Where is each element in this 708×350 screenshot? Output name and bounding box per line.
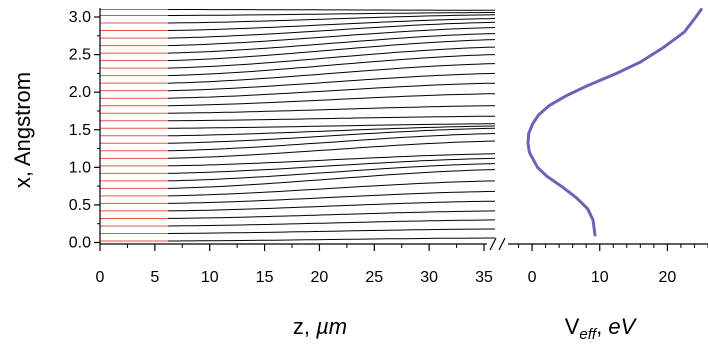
trajectory-line xyxy=(167,105,496,114)
trajectory-line xyxy=(167,190,496,204)
y-tick-label: 0.5 xyxy=(69,197,91,214)
trajectory-line xyxy=(167,153,496,167)
y-tick-label: 1.5 xyxy=(69,122,91,139)
trajectory-line xyxy=(167,200,496,212)
trajectory-line xyxy=(167,63,496,84)
y-axis-title: x, Angstrom xyxy=(10,72,35,188)
x-tick-label: 25 xyxy=(365,269,383,286)
y-tick-label: 1.0 xyxy=(69,159,91,176)
trajectory-line xyxy=(167,140,496,159)
trajectory-line xyxy=(167,93,496,107)
x-tick-label: 10 xyxy=(591,269,609,286)
trajectory-line xyxy=(168,12,495,16)
trajectory-line xyxy=(168,115,496,122)
trajectory-line xyxy=(167,133,496,152)
y-tick-label: 2.0 xyxy=(69,84,91,101)
trajectory-line xyxy=(167,21,496,39)
trajectory-line xyxy=(168,237,495,242)
trajectory-line xyxy=(167,54,496,77)
trajectory-line xyxy=(168,210,496,219)
trajectory-line xyxy=(167,18,496,31)
trajectory-line xyxy=(167,14,496,24)
trajectory-line xyxy=(167,125,496,137)
x-tick-label: 5 xyxy=(150,269,159,286)
x-tick-label: 20 xyxy=(311,269,329,286)
potential-curve xyxy=(526,8,703,237)
x-tick-label: 20 xyxy=(659,269,677,286)
potential-panel: 0 10 20 xyxy=(508,8,708,286)
x-tick-label: 30 xyxy=(420,269,438,286)
trajectory-line xyxy=(167,169,496,189)
axis-labels: z, µm Veff, eV x, Angstrom xyxy=(10,72,638,343)
trajectory-line xyxy=(167,157,496,174)
trajectory-line xyxy=(167,72,496,92)
x-tick-label: 35 xyxy=(475,269,493,286)
x-tick-label: 0 xyxy=(528,269,537,286)
trajectory-line xyxy=(167,123,496,129)
trajectory-line xyxy=(168,9,496,11)
trajectory-line xyxy=(167,82,496,99)
trajectory-line xyxy=(167,180,496,197)
x-axis-title-left-unit: µm xyxy=(315,314,347,339)
trajectory-panel: 0.0 0.5 1.0 1.5 2.0 2.5 3.0 0 5 10 15 20 25 30 35 xyxy=(69,8,506,286)
trajectory-line xyxy=(167,33,496,54)
y-tick-label: 3.0 xyxy=(69,9,91,26)
x-axis-title-left-main: z, xyxy=(293,314,316,339)
x-tick-label: 10 xyxy=(201,269,219,286)
x-axis-title-left: z, µm xyxy=(293,314,347,339)
trajectory-line xyxy=(167,163,496,182)
trajectory-line xyxy=(167,228,495,234)
axis-break-mark xyxy=(489,237,497,251)
axis-break-mark xyxy=(498,237,506,251)
x-tick-label: 0 xyxy=(96,269,105,286)
x-axis-title-right-unit: eV xyxy=(608,314,637,339)
x-axis-title-right-main: V xyxy=(565,314,580,339)
y-tick-label: 0.0 xyxy=(69,234,91,251)
x-axis-title-right-tail: , xyxy=(596,314,608,339)
x-tick-label: 15 xyxy=(256,269,274,286)
x-axis-title-right-sub: eff xyxy=(579,326,598,343)
x-axis-title-right: Veff, eV xyxy=(565,314,638,343)
trajectory-line xyxy=(167,219,496,227)
trajectory-line xyxy=(167,27,496,47)
trajectory-line xyxy=(167,39,496,62)
y-tick-label: 2.5 xyxy=(69,47,91,64)
trajectory-line xyxy=(167,127,496,144)
trajectory-line xyxy=(167,46,496,69)
